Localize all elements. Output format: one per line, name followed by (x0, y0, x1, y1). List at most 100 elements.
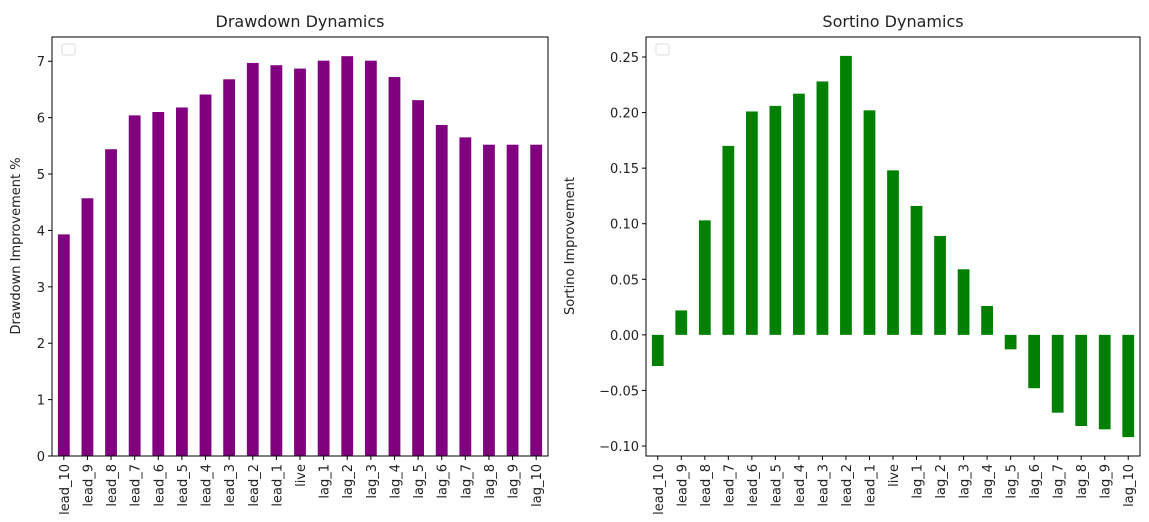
x-tick-label: lag_9 (507, 464, 522, 499)
x-tick-label: lead_9 (81, 464, 96, 507)
x-tick-label: lag_5 (1005, 464, 1020, 499)
x-tick-label: lag_4 (981, 464, 996, 499)
x-tick-label: lead_2 (247, 464, 262, 507)
y-tick-label: 0.05 (610, 273, 639, 288)
x-tick-label: lead_3 (223, 464, 238, 507)
chart-title: Sortino Dynamics (822, 12, 963, 31)
x-tick-label: lead_6 (152, 464, 167, 507)
bar-lead_10 (57, 234, 70, 456)
y-axis-label: Sortino Improvement (563, 177, 578, 315)
bar-lag_8 (1075, 334, 1088, 426)
y-tick-label: 5 (37, 168, 45, 183)
y-tick-label: 2 (37, 337, 45, 352)
bar-lag_7 (1051, 334, 1064, 413)
x-tick-label: lead_8 (105, 464, 120, 507)
legend-box (61, 43, 76, 56)
legend-box (655, 43, 670, 56)
bar-lag_1 (317, 60, 330, 456)
y-tick-label: 6 (37, 112, 45, 127)
y-tick-label: 0.15 (610, 162, 639, 177)
x-tick-label: lag_5 (412, 464, 427, 499)
axes-frame (645, 36, 1141, 457)
bar-lead_1 (270, 65, 283, 456)
bar-lead_4 (199, 94, 212, 456)
x-tick-label: lead_4 (793, 464, 808, 507)
x-tick-label: lead_2 (840, 464, 855, 507)
bar-lead_7 (722, 145, 735, 335)
bar-lag_6 (435, 124, 448, 456)
bar-lag_9 (506, 144, 519, 456)
drawdown-chart: Drawdown Dynamics Drawdown Improvement %… (9, 12, 549, 515)
x-tick-label: lag_4 (388, 464, 403, 499)
bar-lag_2 (934, 235, 946, 335)
bar-live (294, 68, 306, 456)
x-tick-label: lag_8 (1075, 464, 1090, 499)
bar-lead_3 (223, 79, 236, 457)
bar-lead_6 (745, 111, 758, 335)
x-tick-label: lag_1 (318, 464, 333, 499)
y-tick-label: −0.10 (599, 440, 639, 455)
bar-lag_8 (483, 144, 495, 456)
bar-lead_8 (105, 149, 117, 456)
y-tick-label: 7 (37, 55, 45, 70)
y-tick-label: 4 (37, 224, 45, 239)
x-tick-label: lead_7 (722, 464, 737, 507)
x-tick-label: lag_3 (365, 464, 380, 499)
bar-lead_6 (152, 112, 165, 457)
axes-frame (51, 36, 549, 457)
y-tick-label: 0.00 (610, 329, 639, 344)
x-tick-label: lag_7 (459, 464, 474, 499)
x-tick-label: lag_3 (958, 464, 973, 499)
bar-lead_7 (128, 115, 141, 457)
y-tick-label: 3 (37, 281, 45, 296)
x-tick-label: lead_1 (270, 464, 285, 507)
x-tick-label: lead_10 (652, 464, 667, 515)
bar-lag_10 (530, 144, 543, 456)
bar-lag_2 (341, 56, 354, 457)
y-tick-label: −0.05 (599, 384, 639, 399)
bar-lag_4 (981, 305, 993, 335)
x-tick-label: live (294, 464, 309, 487)
x-tick-label: lead_5 (176, 464, 191, 507)
x-tick-label: lag_6 (1028, 464, 1043, 499)
y-tick-label: 0.10 (610, 218, 639, 233)
bar-lag_3 (364, 60, 377, 456)
bar-lag_5 (412, 100, 424, 457)
x-tick-label: lead_3 (816, 464, 831, 507)
bar-lead_5 (769, 105, 782, 335)
sortino-chart: Sortino Dynamics Sortino Improvement lea… (563, 12, 1141, 515)
y-tick-label: 0 (37, 450, 45, 465)
x-tick-label: lag_9 (1099, 464, 1114, 499)
x-tick-label: lead_1 (863, 464, 878, 507)
x-tick-label: lag_10 (530, 464, 545, 507)
bar-lead_4 (793, 93, 805, 335)
x-tick-label: lag_6 (436, 464, 451, 499)
x-tick-label: lag_2 (341, 464, 356, 499)
x-tick-label: lead_5 (769, 464, 784, 507)
bar-lag_10 (1122, 334, 1135, 438)
bar-live (887, 170, 899, 335)
bar-lag_9 (1098, 334, 1111, 430)
x-tick-label: lead_8 (699, 464, 714, 507)
bar-lead_5 (176, 107, 188, 457)
x-tick-label: lead_7 (129, 464, 144, 507)
bar-lead_2 (246, 62, 259, 456)
y-axis-label: Drawdown Improvement % (9, 157, 24, 334)
x-tick-label: lag_8 (483, 464, 498, 499)
bar-lag_5 (1004, 334, 1017, 350)
x-tick-label: lead_4 (200, 464, 215, 507)
x-tick-label: lag_2 (934, 464, 949, 499)
bar-lag_3 (957, 269, 970, 335)
bar-lag_4 (388, 77, 401, 456)
x-tick-label: lag_7 (1052, 464, 1067, 499)
bar-lead_9 (81, 198, 94, 456)
bar-lag_1 (910, 205, 923, 335)
x-tick-label: lead_9 (675, 464, 690, 507)
bar-lag_6 (1028, 334, 1041, 389)
y-tick-label: 0.20 (610, 107, 639, 122)
bar-lead_3 (816, 81, 829, 335)
bar-lead_2 (840, 55, 852, 335)
bar-lag_7 (459, 137, 472, 456)
x-tick-label: lag_10 (1122, 464, 1137, 507)
